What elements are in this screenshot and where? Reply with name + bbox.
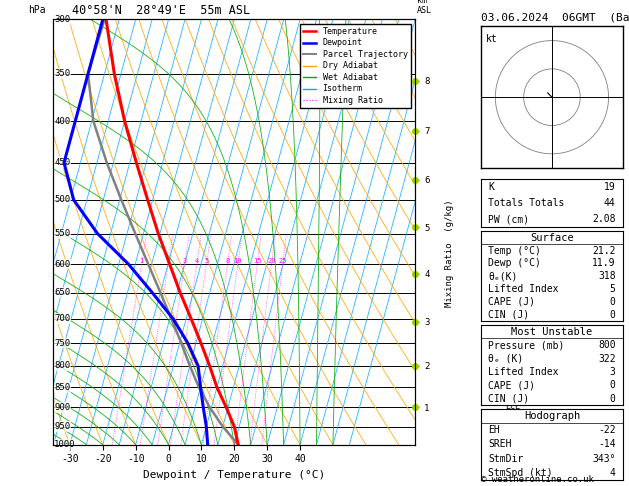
Text: Pressure (mb): Pressure (mb) xyxy=(488,340,565,350)
Text: StmDir: StmDir xyxy=(488,453,523,464)
Text: SREH: SREH xyxy=(488,439,512,450)
Text: Dewp (°C): Dewp (°C) xyxy=(488,259,541,268)
Text: 0: 0 xyxy=(610,297,616,307)
Text: 5: 5 xyxy=(204,258,209,264)
Text: 40°58'N  28°49'E  55m ASL: 40°58'N 28°49'E 55m ASL xyxy=(72,4,250,17)
Text: © weatheronline.co.uk: © weatheronline.co.uk xyxy=(481,474,594,484)
Text: Hodograph: Hodograph xyxy=(524,411,580,421)
Text: StmSpd (kt): StmSpd (kt) xyxy=(488,468,553,478)
Text: Surface: Surface xyxy=(530,233,574,243)
Text: 3: 3 xyxy=(182,258,187,264)
Text: 950: 950 xyxy=(54,422,70,431)
Text: 44: 44 xyxy=(604,198,616,208)
X-axis label: Dewpoint / Temperature (°C): Dewpoint / Temperature (°C) xyxy=(143,470,325,480)
Text: 450: 450 xyxy=(54,158,70,167)
Text: 800: 800 xyxy=(598,340,616,350)
Text: Most Unstable: Most Unstable xyxy=(511,327,593,337)
Text: CAPE (J): CAPE (J) xyxy=(488,297,535,307)
Text: EH: EH xyxy=(488,425,500,435)
Text: 20: 20 xyxy=(267,258,276,264)
Text: θₑ (K): θₑ (K) xyxy=(488,353,523,364)
Legend: Temperature, Dewpoint, Parcel Trajectory, Dry Adiabat, Wet Adiabat, Isotherm, Mi: Temperature, Dewpoint, Parcel Trajectory… xyxy=(300,24,411,108)
Text: km
ASL: km ASL xyxy=(417,0,432,15)
Text: 800: 800 xyxy=(54,362,70,370)
Text: θₑ(K): θₑ(K) xyxy=(488,271,518,281)
Text: 03.06.2024  06GMT  (Base: 12): 03.06.2024 06GMT (Base: 12) xyxy=(481,12,629,22)
Text: 5: 5 xyxy=(610,284,616,294)
Text: 343°: 343° xyxy=(592,453,616,464)
Text: 25: 25 xyxy=(279,258,287,264)
Text: Mixing Ratio  (g/kg): Mixing Ratio (g/kg) xyxy=(445,200,454,307)
Text: hPa: hPa xyxy=(28,5,46,15)
Text: 350: 350 xyxy=(54,69,70,78)
Text: 1: 1 xyxy=(140,258,143,264)
Text: 11.9: 11.9 xyxy=(592,259,616,268)
Text: 650: 650 xyxy=(54,288,70,297)
Text: 322: 322 xyxy=(598,353,616,364)
Text: 300: 300 xyxy=(54,15,70,24)
Text: 400: 400 xyxy=(54,117,70,125)
Text: 8: 8 xyxy=(225,258,230,264)
Text: PW (cm): PW (cm) xyxy=(488,214,530,225)
Text: Temp (°C): Temp (°C) xyxy=(488,245,541,256)
Text: 10: 10 xyxy=(233,258,242,264)
Text: Lifted Index: Lifted Index xyxy=(488,367,559,377)
Text: 318: 318 xyxy=(598,271,616,281)
Text: 19: 19 xyxy=(604,182,616,192)
Text: 500: 500 xyxy=(54,195,70,205)
Text: 700: 700 xyxy=(54,314,70,323)
Text: 4: 4 xyxy=(194,258,199,264)
Text: CAPE (J): CAPE (J) xyxy=(488,380,535,390)
Text: Totals Totals: Totals Totals xyxy=(488,198,565,208)
Text: Lifted Index: Lifted Index xyxy=(488,284,559,294)
Text: 0: 0 xyxy=(610,394,616,404)
Text: 4: 4 xyxy=(610,468,616,478)
Text: -22: -22 xyxy=(598,425,616,435)
Text: LCL: LCL xyxy=(506,402,521,411)
Text: -14: -14 xyxy=(598,439,616,450)
Text: 900: 900 xyxy=(54,403,70,412)
Text: 15: 15 xyxy=(253,258,262,264)
Text: kt: kt xyxy=(486,34,497,44)
Text: 0: 0 xyxy=(610,380,616,390)
Text: CIN (J): CIN (J) xyxy=(488,394,530,404)
Text: 750: 750 xyxy=(54,339,70,347)
Text: 550: 550 xyxy=(54,229,70,238)
Text: 3: 3 xyxy=(610,367,616,377)
Text: K: K xyxy=(488,182,494,192)
Text: 2: 2 xyxy=(166,258,170,264)
Text: 21.2: 21.2 xyxy=(592,245,616,256)
Text: 1000: 1000 xyxy=(54,440,75,449)
Text: 2.08: 2.08 xyxy=(592,214,616,225)
Text: 0: 0 xyxy=(610,310,616,320)
Text: 850: 850 xyxy=(54,383,70,392)
Text: 600: 600 xyxy=(54,260,70,269)
Text: CIN (J): CIN (J) xyxy=(488,310,530,320)
